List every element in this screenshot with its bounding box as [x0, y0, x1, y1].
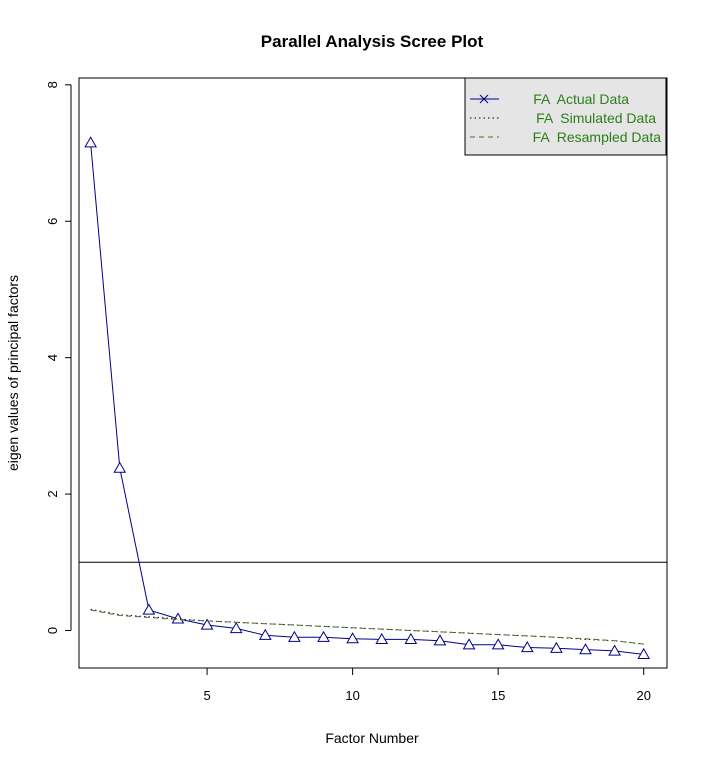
- x-axis-label: Factor Number: [325, 730, 419, 746]
- legend: FA Actual Data FA Simulated Data FA Resamp…: [464, 77, 667, 156]
- axes: 5 10 15 20 0 2 4 6 8: [45, 81, 651, 703]
- x-tick-label: 10: [345, 688, 359, 703]
- data-point: [258, 628, 272, 640]
- legend-box: [464, 77, 667, 156]
- legend-label-2: FA Simulated Data: [536, 110, 656, 126]
- legend-marker-x: [479, 94, 489, 104]
- x-tick-label: 5: [203, 688, 210, 703]
- data-point: [462, 638, 476, 650]
- data-point: [608, 644, 621, 656]
- data-point: [171, 612, 185, 624]
- data-point: [288, 630, 301, 642]
- data-point: [317, 630, 330, 642]
- plot-area-border: [78, 77, 668, 669]
- y-tick-label: 4: [45, 354, 60, 361]
- data-point: [491, 638, 505, 650]
- data-point: [404, 632, 418, 644]
- legend-label-3: FA Resampled Data: [533, 129, 662, 145]
- x-tick-label: 15: [491, 688, 505, 703]
- series-line-3: [90, 609, 644, 645]
- data-point: [520, 641, 534, 653]
- data-point: [84, 136, 98, 148]
- x-tick-label: 20: [636, 688, 650, 703]
- data-point: [637, 647, 651, 659]
- y-tick-label: 2: [45, 490, 60, 497]
- y-tick-label: 6: [45, 218, 60, 225]
- data-point: [550, 641, 563, 653]
- data-point: [113, 461, 127, 473]
- data-point: [229, 621, 243, 634]
- y-axis-label: eigen values of principal factors: [5, 275, 21, 471]
- y-tick-label: 0: [45, 627, 60, 634]
- series-line-1: [90, 142, 644, 655]
- data-point: [433, 634, 447, 646]
- data-point: [346, 632, 359, 644]
- data-point: [579, 643, 592, 655]
- chart-title: Parallel Analysis Scree Plot: [261, 32, 484, 51]
- y-tick-label: 8: [45, 81, 60, 88]
- data-point: [200, 618, 214, 630]
- data-point: [375, 632, 389, 644]
- data-point: [142, 603, 156, 615]
- legend-label-1: FA Actual Data: [533, 91, 629, 107]
- series-group: [84, 136, 651, 659]
